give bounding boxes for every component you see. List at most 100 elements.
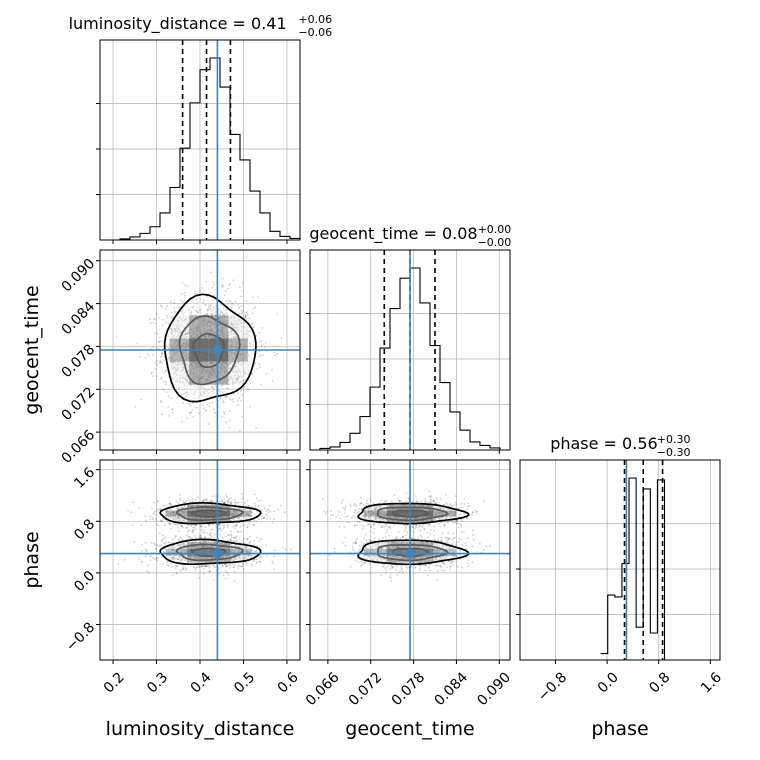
sample-point [174,567,177,570]
sample-point [219,319,222,322]
sample-point [176,506,179,509]
sample-point [203,503,206,506]
sample-point [160,354,163,357]
sample-point [219,362,222,365]
sample-point [208,523,211,526]
sample-point [284,548,287,551]
sample-point [161,534,164,537]
sample-point [175,335,178,338]
sample-point [251,563,253,566]
sample-point [222,361,225,364]
sample-point [245,357,248,360]
sample-point [191,504,194,507]
sample-point [245,555,248,558]
sample-point [174,369,177,372]
sample-point [429,496,432,498]
sample-point [185,346,188,349]
sample-point [231,357,234,360]
sample-point [214,336,217,339]
sample-point [200,393,203,396]
sample-point [172,522,175,525]
sample-point [403,529,406,532]
sample-point [226,384,229,386]
sample-point [230,510,233,513]
sample-point [179,519,182,522]
sample-point [185,511,188,514]
sample-point [176,507,179,510]
sample-point [340,501,343,504]
sample-point [220,362,223,365]
sample-point [247,514,250,517]
sample-point [170,527,173,530]
sample-point [188,308,191,311]
2d-panel-luminosity_distance-phase [96,460,300,664]
sample-point [183,388,186,391]
sample-point [219,505,222,508]
sample-point [179,299,182,302]
sample-point [183,501,186,504]
sample-point [176,379,178,382]
sample-point [171,408,174,411]
sample-point [252,307,255,310]
sample-point [160,540,163,543]
sample-point [232,536,235,539]
sample-point [184,378,187,381]
sample-point [180,559,183,562]
sample-point [162,537,165,540]
sample-point [197,324,200,327]
sample-point [193,508,196,510]
sample-point [175,362,177,365]
sample-point [131,524,134,527]
sample-point [232,392,235,395]
sample-point [202,572,205,575]
sample-point [198,576,201,579]
sample-point [222,313,225,315]
sample-point [177,319,180,322]
sample-point [247,515,250,518]
sample-point [231,554,234,557]
sample-point [172,373,175,376]
sample-point [224,396,227,398]
sample-point [207,308,210,311]
sample-point [198,381,201,383]
sample-point [175,523,178,526]
sample-point [180,525,183,528]
sample-point [200,541,203,543]
sample-point [226,395,229,398]
sample-point [185,307,188,310]
sample-point [254,504,257,507]
sample-point [179,331,182,334]
sample-point [241,338,244,341]
sample-point [226,555,228,558]
sample-point [228,498,230,501]
sample-point [115,336,118,339]
sample-point [156,509,159,512]
sample-point [204,503,206,506]
sample-point [160,340,163,342]
sample-point [171,513,174,516]
sample-point [263,346,266,349]
sample-point [260,339,263,342]
sample-point [232,513,234,516]
sample-point [249,382,252,384]
sample-point [152,512,155,515]
sample-point [229,362,232,365]
sample-point [193,336,196,339]
sample-point [144,357,147,359]
sample-point [213,375,216,378]
sample-point [191,328,194,331]
sample-point [224,333,227,336]
sample-point [175,351,178,354]
sample-point [221,326,224,329]
sample-point [221,516,224,519]
sample-point [227,302,230,305]
sample-point [191,402,194,405]
sample-point [185,332,188,335]
sample-point [160,518,163,521]
sample-point [247,523,250,526]
sample-point [220,499,223,502]
sample-point [219,516,222,519]
sample-point [221,516,224,518]
sample-point [220,516,223,519]
sample-point [188,529,191,532]
